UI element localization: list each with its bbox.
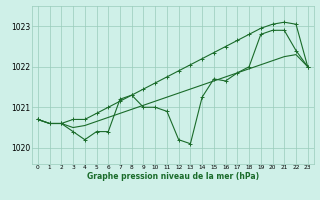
X-axis label: Graphe pression niveau de la mer (hPa): Graphe pression niveau de la mer (hPa)	[87, 172, 259, 181]
